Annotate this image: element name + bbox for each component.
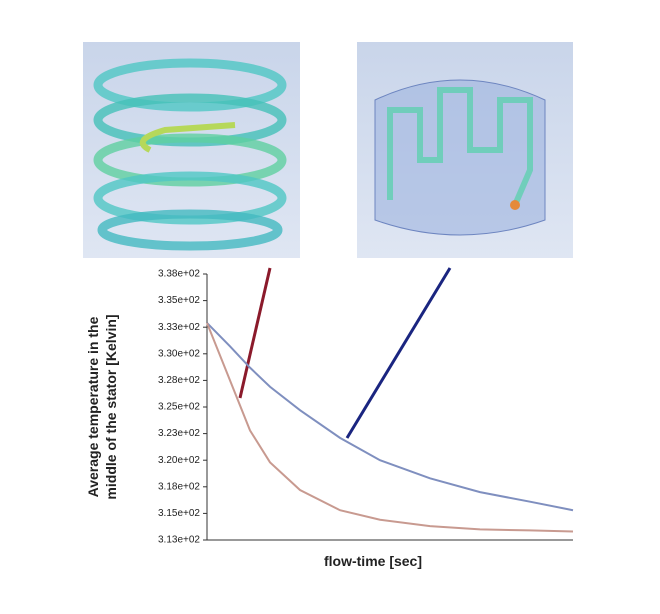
line-series [206,322,574,512]
y-tick-label: 3.25e+02 [158,402,200,413]
y-tick-label: 3.35e+02 [158,295,200,306]
y-tick-label: 3.20e+02 [158,455,200,466]
pointer [345,267,452,439]
right-render [357,42,573,258]
y-tick-label: 3.38e+02 [158,269,200,280]
y-axis-label: Average temperature in the middle of the… [85,314,119,499]
y-tick-label: 3.18e+02 [158,481,200,492]
y-tick-label: 3.15e+02 [158,508,200,519]
y-tick-label: 3.28e+02 [158,375,200,386]
x-axis-label: flow-time [sec] [324,553,422,569]
pointer [238,267,272,399]
line-series [206,322,574,533]
y-tick-label: 3.33e+02 [158,322,200,333]
y-label-line: Average temperature in the [85,316,101,497]
left-render [83,42,300,258]
y-label-line: middle of the stator [Kelvin] [103,314,119,499]
y-tick-label: 3.30e+02 [158,348,200,359]
plot: 3.38e+02 3.35e+02 3.33e+02 3.30e+02 3.28e+02… [158,269,574,546]
y-tick-label: 3.13e+02 [158,535,200,546]
y-tick-label: 3.23e+02 [158,428,200,439]
